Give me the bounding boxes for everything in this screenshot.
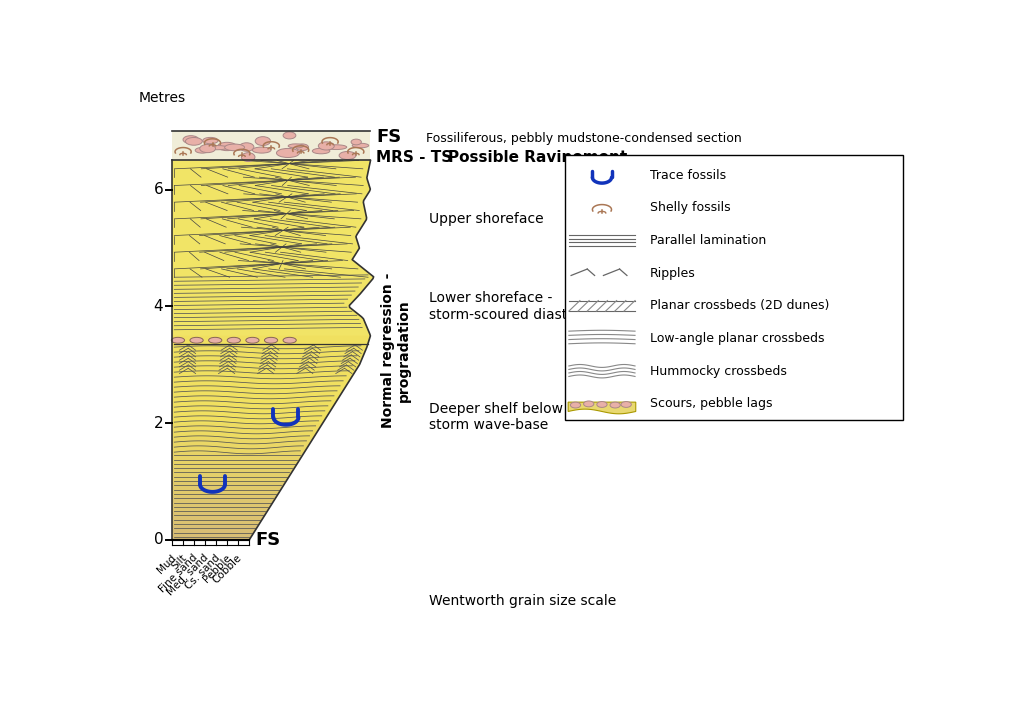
Ellipse shape: [242, 153, 255, 161]
Polygon shape: [172, 482, 286, 496]
Polygon shape: [172, 423, 323, 438]
Ellipse shape: [283, 132, 296, 139]
Ellipse shape: [584, 401, 594, 407]
Text: Lower shoreface -
storm-scoured diastems: Lower shoreface - storm-scoured diastems: [429, 291, 597, 321]
Text: Shelly fossils: Shelly fossils: [649, 201, 730, 214]
Ellipse shape: [171, 338, 184, 343]
Text: Pebble: Pebble: [201, 553, 232, 584]
Text: Metres: Metres: [139, 91, 186, 105]
Ellipse shape: [255, 137, 270, 145]
Text: 6: 6: [154, 182, 163, 197]
Ellipse shape: [352, 143, 369, 148]
Text: Cs. sand: Cs. sand: [183, 553, 221, 591]
Ellipse shape: [570, 402, 581, 408]
Ellipse shape: [252, 147, 271, 153]
Text: Deeper shelf below
storm wave-base: Deeper shelf below storm wave-base: [429, 403, 563, 432]
Polygon shape: [172, 161, 374, 336]
Ellipse shape: [288, 144, 303, 148]
Ellipse shape: [200, 145, 215, 153]
Ellipse shape: [217, 142, 237, 151]
Text: Wentworth grain size scale: Wentworth grain size scale: [429, 594, 616, 608]
Text: Possible Ravinement: Possible Ravinement: [447, 150, 627, 165]
Ellipse shape: [206, 145, 228, 149]
Polygon shape: [172, 453, 304, 467]
Polygon shape: [172, 525, 258, 540]
Ellipse shape: [240, 143, 254, 152]
Text: Scours, pebble lags: Scours, pebble lags: [649, 398, 772, 410]
Ellipse shape: [264, 338, 278, 343]
Text: Low-angle planar crossbeds: Low-angle planar crossbeds: [649, 332, 824, 345]
Polygon shape: [172, 161, 374, 540]
Ellipse shape: [183, 135, 199, 144]
Text: Parallel lamination: Parallel lamination: [649, 234, 766, 247]
Ellipse shape: [227, 338, 241, 343]
Ellipse shape: [283, 338, 296, 343]
Ellipse shape: [190, 338, 203, 343]
Text: Trace fossils: Trace fossils: [649, 168, 726, 182]
Polygon shape: [568, 402, 636, 414]
Text: FS: FS: [377, 128, 401, 146]
Polygon shape: [172, 131, 371, 161]
Text: Normal regression -
progradation: Normal regression - progradation: [381, 273, 412, 428]
Ellipse shape: [296, 144, 308, 151]
Text: MRS - TS: MRS - TS: [377, 150, 453, 165]
Text: Ripples: Ripples: [649, 266, 695, 280]
Ellipse shape: [196, 147, 209, 153]
Ellipse shape: [318, 142, 334, 150]
Ellipse shape: [185, 137, 203, 145]
Polygon shape: [172, 467, 295, 482]
Ellipse shape: [339, 152, 356, 159]
Text: Fossiliferous, pebbly mudstone-condensed section: Fossiliferous, pebbly mudstone-condensed…: [426, 132, 741, 145]
Text: Med. sand: Med. sand: [166, 553, 211, 598]
Text: Planar crossbeds (2D dunes): Planar crossbeds (2D dunes): [649, 300, 829, 312]
Text: 2: 2: [154, 416, 163, 431]
FancyBboxPatch shape: [565, 154, 903, 420]
Text: Upper shoreface: Upper shoreface: [429, 212, 544, 226]
Text: 4: 4: [154, 299, 163, 314]
Ellipse shape: [209, 338, 222, 343]
Ellipse shape: [246, 338, 259, 343]
Ellipse shape: [224, 144, 245, 151]
Polygon shape: [172, 161, 374, 540]
Text: 0: 0: [154, 532, 163, 547]
Polygon shape: [172, 496, 276, 510]
Polygon shape: [172, 510, 267, 525]
Ellipse shape: [326, 145, 347, 149]
Ellipse shape: [622, 402, 632, 407]
Polygon shape: [172, 438, 313, 453]
Text: Cobble: Cobble: [211, 553, 244, 586]
Ellipse shape: [597, 402, 607, 407]
Text: Hummocky crossbeds: Hummocky crossbeds: [649, 364, 786, 378]
Ellipse shape: [203, 137, 218, 144]
Text: FS: FS: [255, 531, 281, 549]
Ellipse shape: [351, 139, 361, 145]
Text: Fine sand: Fine sand: [158, 553, 200, 595]
Ellipse shape: [312, 148, 330, 154]
Text: Mud: Mud: [155, 553, 177, 575]
Text: Silt: Silt: [170, 553, 188, 572]
Ellipse shape: [610, 402, 621, 408]
Ellipse shape: [276, 149, 299, 157]
